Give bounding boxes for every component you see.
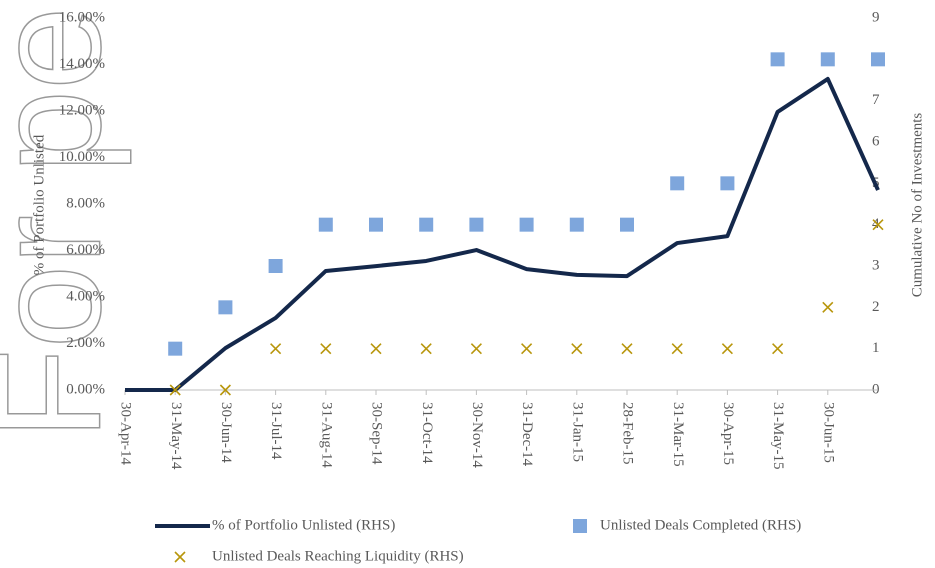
x-tick-label: 30-Nov-14	[469, 402, 485, 468]
scatter-point	[871, 52, 885, 67]
y-tick-label: 6.00%	[66, 242, 105, 258]
y-tick-label: 14.00%	[59, 56, 105, 72]
y-tick-label: 16.00%	[59, 9, 105, 25]
scatter-point	[820, 52, 835, 67]
scatter-point	[720, 176, 735, 191]
scatter-point	[168, 341, 183, 356]
x-tick-label: 31-Oct-14	[419, 402, 435, 464]
y2-tick-label: 9	[872, 9, 880, 25]
x-tick-label: 31-Jul-14	[268, 402, 284, 460]
scatter-point	[721, 343, 733, 355]
scatter-point	[670, 176, 685, 191]
x-tick-label: 30-Sep-14	[369, 402, 385, 465]
x-tick-label: 30-Jun-15	[820, 402, 836, 463]
scatter-point	[571, 343, 583, 355]
scatter-point	[268, 259, 283, 273]
watermark: For personal use only	[0, 0, 132, 440]
scatter-point	[420, 343, 432, 355]
scatter-point	[270, 343, 282, 355]
scatter-point	[419, 217, 434, 232]
y2-tick-label: 4	[872, 216, 880, 232]
scatter-point	[621, 343, 633, 355]
y2-tick-label: 2	[872, 299, 880, 315]
y2-tick-label: 1	[872, 340, 880, 356]
scatter-point	[671, 343, 683, 355]
scatter-point	[370, 343, 382, 355]
line-series	[125, 76, 880, 392]
scatter-point	[470, 343, 482, 355]
legend-label: Unlisted Deals Completed (RHS)	[600, 517, 801, 533]
x-tick-label: 30-Apr-15	[720, 402, 736, 465]
x-tick-label: 30-Apr-14	[118, 402, 134, 466]
scatter-point	[521, 343, 533, 355]
scatter-point	[469, 217, 484, 232]
scatter-point	[519, 217, 534, 232]
scatter-point	[320, 343, 332, 355]
y2-tick-label: 6	[872, 133, 880, 149]
x-tick-label: 31-Aug-14	[318, 402, 334, 468]
y-tick-label: 0.00%	[66, 381, 105, 397]
scatter-point	[169, 384, 181, 396]
y-tick-label: 2.00%	[66, 335, 105, 351]
y2-axis-title: Cumulative No of Investments	[909, 113, 925, 298]
x-tick-label: 31-May-14	[168, 402, 184, 470]
y-tick-label: 4.00%	[66, 288, 105, 304]
scatter-point	[219, 384, 231, 396]
x-tick-label: 31-Dec-14	[519, 402, 535, 467]
x-tick-label: 30-Jun-14	[218, 402, 234, 463]
scatter-point	[822, 301, 834, 313]
scatter-point	[218, 300, 233, 315]
scatter-point	[872, 219, 884, 231]
legend-marker	[174, 551, 186, 563]
x-tick-label: 31-May-15	[770, 402, 786, 470]
legend-marker	[573, 519, 587, 533]
y2-tick-label: 0	[872, 381, 880, 397]
x-tick-label: 31-Mar-15	[670, 402, 686, 467]
scatter-point	[369, 217, 383, 232]
y-tick-label: 12.00%	[59, 102, 105, 118]
y-tick-label: 10.00%	[59, 149, 105, 165]
y-axis-title: % of Portfolio Unlisted	[31, 134, 47, 275]
y2-tick-label: 7	[872, 92, 880, 108]
legend-label: Unlisted Deals Reaching Liquidity (RHS)	[212, 548, 464, 564]
legend-label: % of Portfolio Unlisted (RHS)	[212, 517, 395, 533]
x-tick-label: 31-Jan-15	[569, 402, 585, 462]
scatter-point	[772, 343, 784, 355]
y2-tick-label: 3	[872, 257, 880, 273]
scatter-point	[569, 217, 584, 232]
scatter-point	[620, 217, 634, 232]
y-tick-label: 8.00%	[66, 195, 105, 211]
scatter-point	[770, 52, 785, 67]
scatter-point	[318, 217, 333, 232]
x-tick-label: 28-Feb-15	[620, 402, 636, 465]
